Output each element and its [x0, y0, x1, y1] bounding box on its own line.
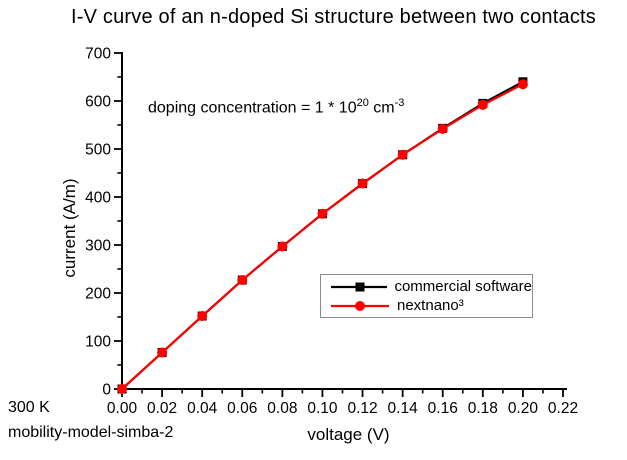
svg-text:100: 100: [85, 334, 111, 351]
svg-text:400: 400: [85, 190, 111, 207]
temperature-label: 300 K: [8, 399, 50, 416]
chart-title: I-V curve of an n-doped Si structure bet…: [70, 6, 596, 28]
annotation-unit-exponent: -3: [394, 97, 405, 109]
legend: commercial software nextnano³: [320, 274, 533, 318]
svg-text:0: 0: [102, 382, 111, 399]
svg-text:600: 600: [85, 94, 111, 111]
annotation-exponent: 20: [356, 97, 369, 109]
svg-text:0.06: 0.06: [227, 400, 257, 417]
svg-text:0.02: 0.02: [147, 400, 177, 417]
annotation-prefix: doping concentration = 1 * 10: [148, 99, 357, 117]
svg-text:0.14: 0.14: [388, 400, 419, 417]
legend-entry-commercial-software: commercial software: [330, 278, 532, 295]
svg-text:200: 200: [85, 286, 111, 303]
svg-text:0.12: 0.12: [347, 400, 377, 417]
svg-text:0.08: 0.08: [267, 400, 297, 417]
svg-text:300: 300: [85, 238, 111, 255]
legend-entry-nextnano: nextnano³: [330, 297, 532, 314]
red-circle-line-icon: [331, 300, 389, 311]
mobility-model-label: mobility-model-simba-2: [8, 424, 174, 441]
svg-text:0.22: 0.22: [548, 400, 578, 417]
y-axis-label: current (A/m): [60, 178, 79, 278]
doping-annotation: doping concentration = 1 * 1020 cm-3: [148, 97, 404, 117]
legend-label-nextnano: nextnano³: [397, 297, 464, 314]
svg-text:0.20: 0.20: [508, 400, 539, 417]
svg-text:0.04: 0.04: [187, 400, 218, 417]
svg-text:700: 700: [85, 46, 111, 63]
annotation-unit: cm: [368, 99, 395, 117]
black-square-line-icon: [331, 282, 388, 291]
legend-label-commercial-software: commercial software: [394, 278, 532, 295]
svg-text:0.00: 0.00: [107, 400, 138, 417]
svg-text:0.18: 0.18: [468, 400, 498, 417]
svg-text:500: 500: [85, 142, 111, 159]
x-axis-label: voltage (V): [307, 425, 390, 444]
corner-annotation: 300 K mobility-model-simba-2: [8, 395, 173, 445]
svg-text:0.10: 0.10: [307, 400, 338, 417]
svg-text:0.16: 0.16: [428, 400, 458, 417]
